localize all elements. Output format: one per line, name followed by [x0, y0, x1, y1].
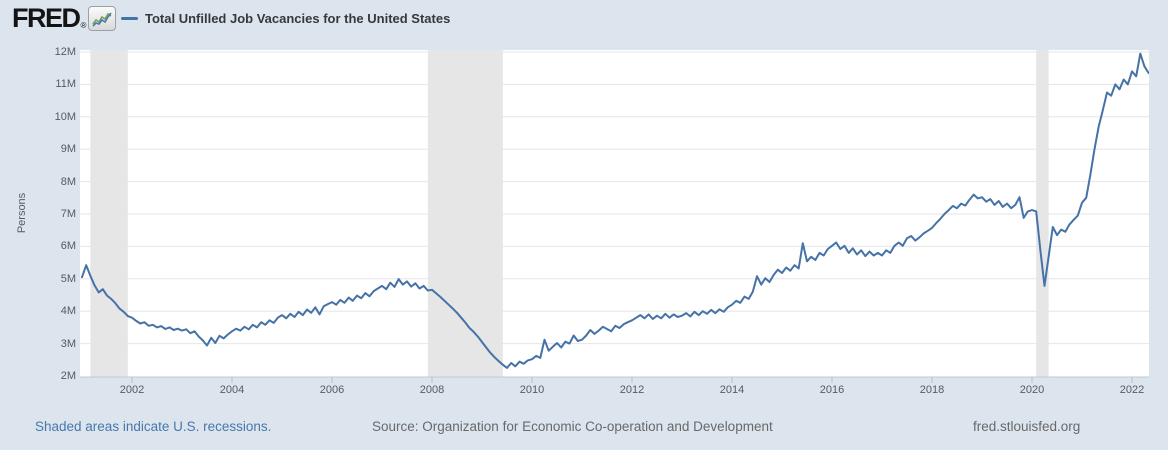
y-axis-tick-label: 5M: [60, 272, 76, 285]
series-title[interactable]: Total Unfilled Job Vacancies for the Uni…: [145, 10, 451, 26]
chart-svg: [80, 50, 1150, 383]
y-axis-tick-label: 2M: [60, 370, 76, 382]
y-axis-tick-label: 8M: [60, 175, 76, 188]
y-axis-tick-label: 9M: [60, 143, 76, 156]
x-axis-tick-label: 2018: [919, 384, 945, 396]
x-axis-tick-label: 2006: [319, 384, 345, 396]
registered-trademark-symbol: ®: [80, 21, 87, 30]
y-axis-tick-label: 10M: [54, 110, 76, 123]
recession-shading-note-link[interactable]: Shaded areas indicate U.S. recessions.: [35, 419, 272, 434]
x-axis-tick-label: 2014: [719, 384, 745, 396]
series-legend-line-marker: [121, 16, 138, 20]
data-source-attribution[interactable]: Source: Organization for Economic Co-ope…: [372, 419, 773, 434]
recession-band: [90, 50, 128, 377]
y-axis-tick-label: 3M: [60, 337, 76, 350]
fred-site-link[interactable]: fred.stlouisfed.org: [973, 419, 1081, 434]
recession-band: [427, 50, 503, 377]
data-series-line: [81, 52, 1150, 369]
x-axis-tick-label: 2016: [819, 384, 845, 396]
fred-logo-chart-icon: [88, 6, 117, 31]
y-axis-tick-label: 7M: [60, 208, 76, 220]
y-axis-tick-label: 6M: [60, 240, 76, 253]
chart-legend: Total Unfilled Job Vacancies for the Uni…: [121, 10, 450, 26]
y-axis-tick-label: 11M: [55, 78, 76, 91]
x-axis-tick-label: 2002: [119, 384, 145, 396]
recession-band: [1036, 50, 1049, 377]
x-axis-tick-label: 2012: [619, 384, 645, 396]
y-axis-tick-label: 12M: [54, 46, 76, 58]
x-axis-tick-label: 2010: [519, 384, 545, 396]
x-axis-tick-label: 2020: [1019, 384, 1045, 396]
x-axis-tick-label: 2004: [219, 384, 245, 396]
y-axis-title: Persons: [16, 192, 28, 234]
fred-logo[interactable]: FRED ®: [12, 3, 117, 33]
line-chart-plot[interactable]: [80, 50, 1150, 384]
x-axis-tick-label: 2022: [1119, 384, 1145, 396]
x-axis-tick-label: 2008: [419, 384, 445, 396]
fred-logo-text: FRED: [12, 3, 81, 33]
y-axis-tick-label: 4M: [60, 305, 76, 318]
